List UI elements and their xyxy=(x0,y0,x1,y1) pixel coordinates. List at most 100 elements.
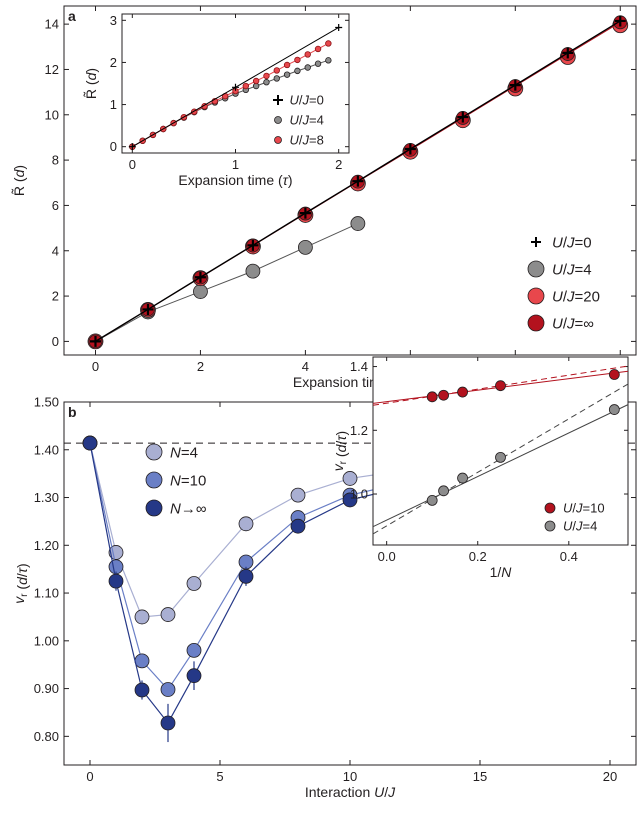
data-point xyxy=(238,568,254,584)
data-point xyxy=(438,389,449,401)
y-tick-label: 1.20 xyxy=(34,538,59,553)
x-tick-label: 0.0 xyxy=(378,549,396,564)
data-point xyxy=(290,518,306,534)
y-tick-label: 4 xyxy=(52,243,59,258)
data-point-plus xyxy=(614,15,626,27)
legend-marker xyxy=(527,314,545,332)
legend-marker xyxy=(544,502,556,514)
legend-marker xyxy=(145,443,163,461)
y-tick-label: 1.50 xyxy=(34,395,59,410)
data-point-plus xyxy=(299,207,311,219)
data-point xyxy=(426,494,438,506)
data-point xyxy=(108,573,124,589)
x-tick-label: 15 xyxy=(473,769,487,784)
data-point xyxy=(495,451,506,463)
legend-label: U/J=∞ xyxy=(552,315,594,332)
legend-label: U/J=0 xyxy=(552,234,592,251)
y-tick-label: 1.40 xyxy=(34,442,59,457)
inset-legend-label: U/J=8 xyxy=(290,133,324,148)
data-point xyxy=(273,67,280,74)
x-axis-label: Expansion time (τ) xyxy=(178,172,292,188)
y-tick-label: 6 xyxy=(52,198,59,213)
data-point-plus xyxy=(335,23,343,31)
y-tick-label: 1.0 xyxy=(350,487,368,502)
y-tick-label: 1.2 xyxy=(350,423,368,438)
y-tick-label: 2 xyxy=(52,289,59,304)
data-point xyxy=(252,77,260,85)
panel-a: 024681002468101214Expansion time (τ)R̃ (… xyxy=(11,5,637,390)
legend-label: N→∞ xyxy=(170,500,207,517)
data-point xyxy=(294,56,301,64)
data-point xyxy=(304,51,311,58)
y-tick-label: 1.10 xyxy=(34,586,59,601)
data-point xyxy=(294,67,301,75)
y-tick-label: 1.4 xyxy=(350,359,368,374)
inset-legend-label: U/J=4 xyxy=(563,519,597,534)
legend-marker xyxy=(274,116,282,124)
x-tick-label: 2 xyxy=(197,359,204,374)
data-point xyxy=(134,682,150,698)
data-point xyxy=(297,239,313,255)
y-tick-label: 12 xyxy=(45,62,59,77)
x-tick-label: 10 xyxy=(343,769,357,784)
legend-marker xyxy=(274,136,282,144)
data-point xyxy=(160,607,176,622)
data-point xyxy=(342,471,358,486)
x-tick-label: 20 xyxy=(603,769,617,784)
y-tick-label: 1 xyxy=(110,97,117,112)
panel-label: b xyxy=(68,404,77,420)
inset-legend-label: U/J=0 xyxy=(290,93,324,108)
y-tick-label: 14 xyxy=(45,17,59,32)
data-point xyxy=(186,576,202,591)
x-tick-label: 0.4 xyxy=(560,549,578,564)
legend-marker-plus xyxy=(273,95,283,105)
y-tick-label: 3 xyxy=(110,13,117,28)
y-axis-label: vr (d/τ) xyxy=(330,431,349,471)
y-axis-label: vr (d/τ) xyxy=(11,563,30,603)
data-point-plus xyxy=(247,239,259,251)
plot-frame xyxy=(63,5,637,356)
y-axis-label: R̃ (d) xyxy=(83,68,99,99)
data-point xyxy=(325,57,332,64)
data-point-plus xyxy=(89,335,101,347)
data-point xyxy=(186,642,202,658)
data-point xyxy=(290,487,306,503)
series-line xyxy=(95,223,359,342)
data-point xyxy=(457,386,468,398)
x-axis-label: Interaction U/J xyxy=(305,784,396,800)
data-point xyxy=(495,380,506,392)
legend-label: N=4 xyxy=(170,444,198,461)
legend-label: N=10 xyxy=(170,472,206,489)
inset-legend-label: U/J=10 xyxy=(563,501,605,516)
plot-background xyxy=(122,14,349,153)
legend-marker xyxy=(527,260,545,278)
data-point xyxy=(245,263,261,279)
data-point xyxy=(314,45,322,53)
y-tick-label: 1.30 xyxy=(34,490,59,505)
data-point xyxy=(342,492,358,508)
y-tick-label: 2 xyxy=(110,55,117,70)
data-point xyxy=(426,391,438,403)
data-point xyxy=(273,75,280,82)
x-tick-label: 5 xyxy=(216,769,223,784)
fit-line-dashed xyxy=(372,365,629,406)
y-tick-label: 0 xyxy=(52,334,59,349)
fit-line xyxy=(372,404,629,528)
panel-a-inset: 0 1 2 0 1 2 3 Expansion time (τ) R̃ (d) U/J=0 U/J=… xyxy=(83,13,350,188)
y-tick-label: 1.00 xyxy=(34,633,59,648)
legend-label: U/J=20 xyxy=(552,288,600,305)
inset-legend-label: U/J=4 xyxy=(290,113,324,128)
data-point xyxy=(134,653,150,669)
data-point-plus xyxy=(562,47,574,59)
data-point-plus xyxy=(128,143,136,151)
x-tick-label: 1 xyxy=(232,157,239,172)
y-tick-label: 0.90 xyxy=(34,681,59,696)
legend-label: U/J=4 xyxy=(552,261,592,278)
data-point xyxy=(314,60,322,67)
data-point xyxy=(608,369,620,380)
data-point-plus xyxy=(404,143,416,155)
x-axis-label: 1/N xyxy=(490,564,513,580)
data-point xyxy=(186,668,202,684)
legend-marker xyxy=(145,471,163,489)
